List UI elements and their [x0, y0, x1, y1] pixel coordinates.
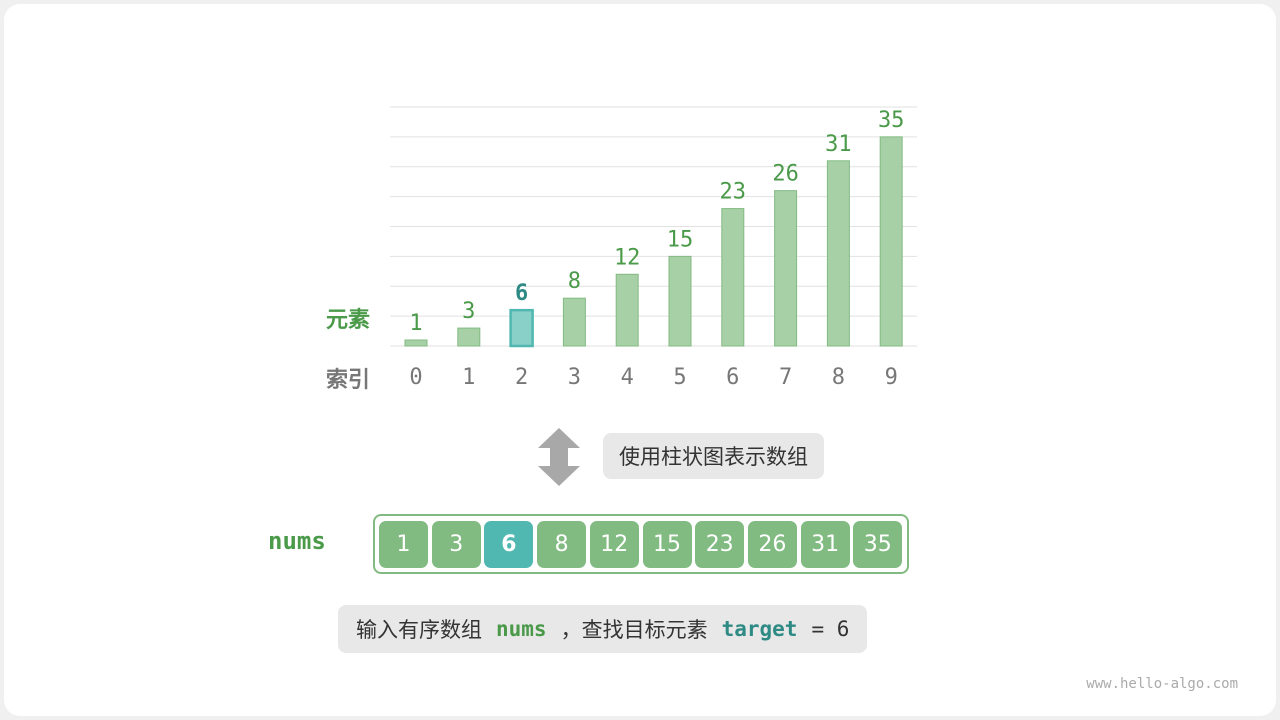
index-label: 4	[621, 365, 634, 390]
bar	[668, 255, 692, 347]
index-label: 0	[409, 365, 422, 390]
bar	[509, 308, 534, 348]
footer-url: www.hello-algo.com	[1086, 676, 1238, 692]
value-label: 26	[772, 162, 799, 187]
caption-chart-array: 使用柱状图表示数组	[603, 433, 824, 479]
index-label: 9	[885, 365, 898, 390]
index-label: 2	[515, 365, 528, 390]
array-cell: 15	[642, 521, 692, 568]
value-label: 8	[568, 269, 581, 294]
value-label: 31	[825, 132, 852, 157]
array-name: nums	[268, 527, 326, 555]
array-cell: 3	[431, 521, 481, 568]
array-cell: 26	[747, 521, 797, 568]
array-cell: 8	[537, 521, 587, 568]
caption-prefix: 输入有序数组	[356, 618, 482, 642]
caption-nums: nums	[496, 617, 547, 641]
array-cell: 35	[853, 521, 903, 568]
value-label: 23	[720, 180, 747, 205]
caption-search: 输入有序数组 nums ，查找目标元素 target = 6	[338, 605, 868, 653]
bar	[562, 297, 586, 347]
caption-middle: ，查找目标元素	[560, 618, 708, 642]
value-label: 1	[409, 311, 422, 336]
index-label: 3	[568, 365, 581, 390]
diagram-card	[4, 4, 1276, 716]
index-label: 8	[832, 365, 845, 390]
value-label: 6	[515, 281, 528, 306]
value-label: 15	[667, 227, 694, 252]
value-label: 35	[878, 108, 905, 133]
array-cell: 1	[379, 521, 428, 568]
array-cell: 12	[589, 521, 639, 568]
bar	[721, 208, 745, 347]
bar	[879, 136, 903, 347]
bar	[615, 273, 639, 347]
index-row-label: 索引	[326, 368, 371, 393]
value-row-label: 元素	[326, 308, 371, 333]
array-box: 1 3 6 8 12 15 23 26 31 35	[373, 514, 909, 574]
caption-target: target	[721, 617, 798, 641]
bar	[457, 327, 481, 347]
array-cell: 6	[484, 521, 534, 568]
index-label: 5	[673, 365, 686, 390]
bar	[774, 190, 798, 347]
bar	[404, 339, 428, 347]
value-label: 12	[614, 245, 641, 270]
caption-suffix: = 6	[811, 617, 850, 641]
index-label: 7	[779, 365, 792, 390]
value-label: 3	[462, 299, 475, 324]
index-label: 6	[726, 365, 739, 390]
array-cell: 31	[800, 521, 850, 568]
array-cell: 23	[695, 521, 745, 568]
bar	[826, 160, 850, 347]
index-label: 1	[462, 365, 475, 390]
